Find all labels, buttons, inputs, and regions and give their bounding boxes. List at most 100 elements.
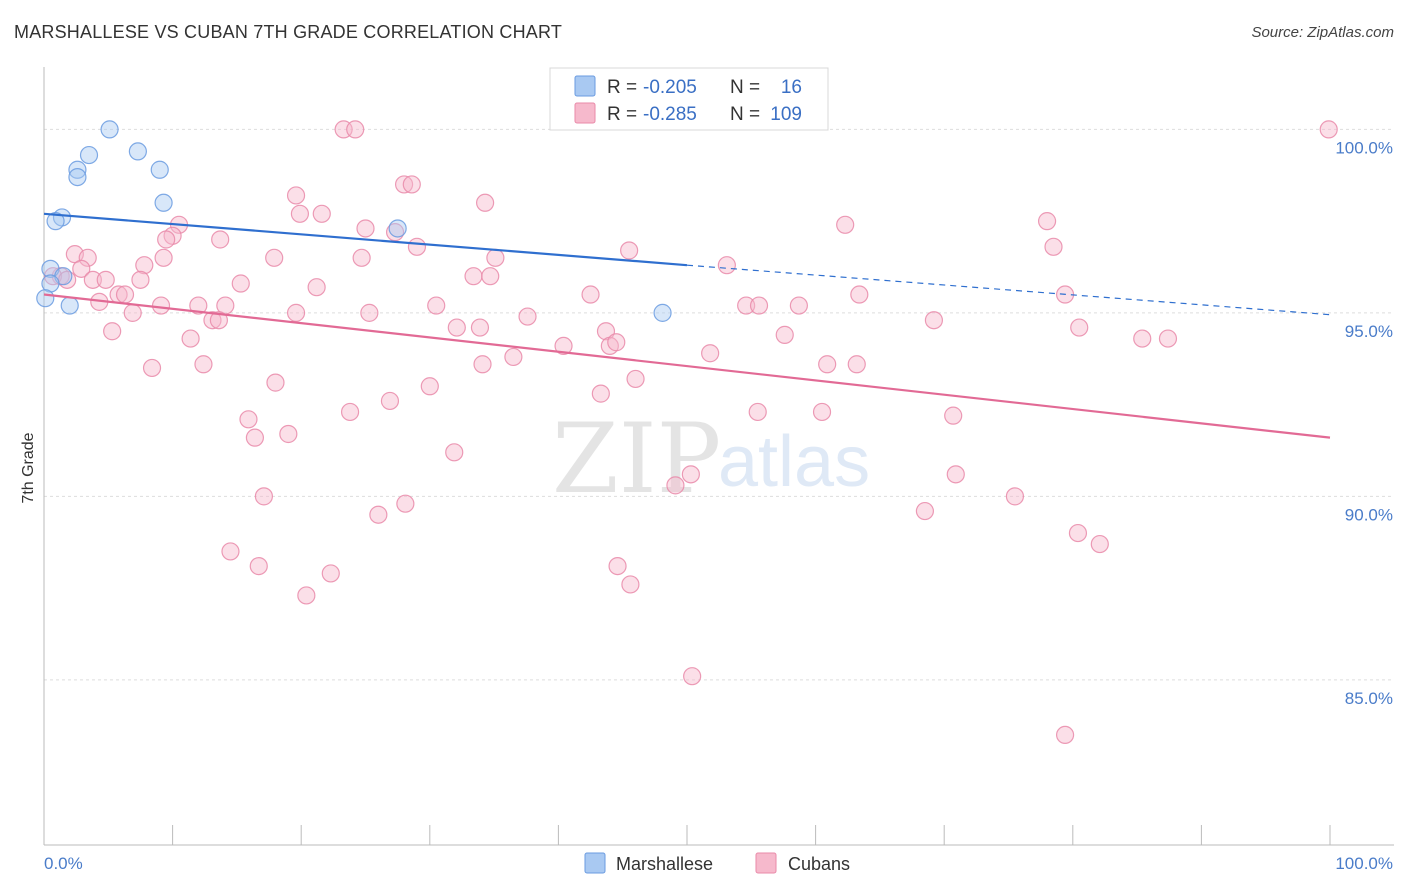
cubans-point [1133,329,1152,348]
cubans-point [504,347,523,367]
cubans-point [581,285,600,304]
cubans-point [340,402,360,422]
cubans-point [290,204,310,223]
cubans-point [407,237,427,256]
cubans-point [473,355,492,374]
cubans-point [607,333,626,352]
cubans-point [286,303,306,322]
cubans-point [123,303,142,322]
cubans-point [231,274,250,293]
cubans-point [621,575,640,594]
marshallese-trend-extension [686,264,1331,316]
cubans-point [1005,487,1025,506]
cubans-point [312,204,331,223]
marshallese-point [388,219,407,238]
series-legend-swatch-cubans[interactable] [755,852,777,874]
cubans-point [946,465,965,484]
cubans-point [486,248,505,267]
cubans-point [701,344,720,363]
stats-legend: R = -0.205 N = 16 R = -0.285 N = 109 [549,67,829,131]
cubans-point [321,564,340,583]
cubans-point [1158,329,1178,348]
cubans-point [78,248,97,267]
legend-swatch-cubans [574,102,596,124]
cubans-point [420,377,439,396]
cubans-point [470,318,490,337]
cubans-point [1070,318,1089,337]
cubans-point [789,296,808,315]
y-tick-label: 100.0% [1335,138,1393,157]
legend-r-label-cubans: R = [607,104,637,125]
cubans-point [464,267,483,286]
cubans-point [209,311,228,330]
legend-swatch-marshallese [574,75,596,97]
cubans-point [96,270,115,289]
cubans-point [245,428,265,447]
cubans-point [221,542,240,561]
cubans-point [380,391,400,411]
marshallese-point [100,120,119,139]
marshallese-point [60,296,79,315]
cubans-point [475,193,495,212]
cubans-point [608,556,627,576]
cubans-point [211,230,230,249]
cubans-point [157,230,176,249]
cubans-point [1319,120,1338,139]
data-points [36,120,1338,745]
cubans-point [447,318,466,337]
marshallese-point [46,212,65,231]
cubans-point [554,336,573,356]
cubans-point [1090,534,1109,554]
cubans-point [352,248,371,267]
marshallese-point [68,167,87,187]
cubans-point [103,322,122,341]
cubans-point [717,256,736,275]
cubans-trend-line [43,293,1331,439]
marshallese-point [154,193,173,212]
marshallese-point [79,145,99,165]
legend-box [549,67,829,131]
cubans-point [915,501,935,521]
cubans-point [297,586,316,605]
cubans-point [151,296,171,315]
cubans-point [402,175,421,194]
cubans-point [254,487,274,506]
series-legend-label-marshallese[interactable]: Marshallese [616,854,713,874]
chart-title: MARSHALLESE VS CUBAN 7TH GRADE CORRELATI… [14,22,563,42]
legend-r-value-marshallese: -0.205 [643,77,697,98]
cubans-point [427,296,446,315]
watermark: ZIP atlas [552,403,870,515]
cubans-point [666,476,685,495]
cubans-point [286,186,306,205]
source-label: Source: ZipAtlas.com [1251,24,1394,41]
cubans-point [115,285,135,304]
cubans-point [445,443,464,462]
cubans-point [265,248,284,267]
cubans-point [681,465,700,484]
cubans-point [266,373,285,392]
series-legend-label-cubans[interactable]: Cubans [788,854,850,874]
cubans-point [749,296,769,315]
cubans-point [279,424,298,444]
cubans-point [683,667,702,686]
cubans-point [43,267,63,286]
watermark-atlas: atlas [718,422,870,502]
y-tick-label: 85.0% [1345,689,1393,708]
x-tick-label: 100.0% [1335,854,1393,873]
cubans-point [142,358,162,378]
cubans-point [836,215,855,234]
legend-n-label-cubans: N = [730,104,760,125]
legend-n-label-marshallese: N = [730,77,760,98]
series-legend-swatch-marshallese[interactable] [584,852,606,874]
marshallese-point [68,160,87,179]
cubans-point [239,410,258,429]
legend-n-value-cubans: 109 [770,104,802,125]
x-tick-label: 0.0% [44,854,83,873]
cubans-point [307,278,326,297]
cubans-point [748,402,767,422]
cubans-point [944,406,963,425]
cubans-point [83,270,102,289]
cubans-point [181,329,200,348]
marshallese-point [128,142,147,161]
